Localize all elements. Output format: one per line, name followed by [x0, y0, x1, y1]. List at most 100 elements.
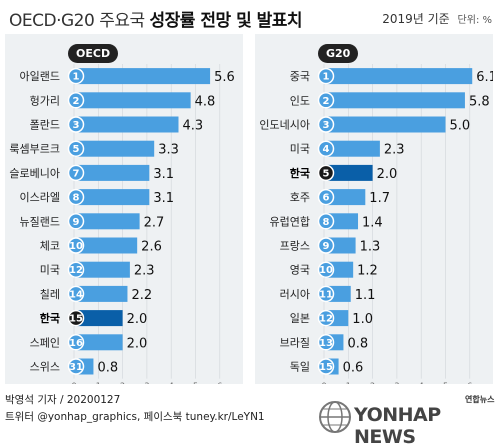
rank-number: 13: [319, 338, 333, 349]
chart-title: OECD·G20 주요국 성장률 전망 및 발표치: [9, 6, 303, 31]
oecd-badge: OECD: [68, 44, 119, 63]
value-label: 2.7: [144, 215, 165, 230]
rank-number: 15: [69, 314, 83, 325]
category-label: 일본: [290, 311, 310, 325]
rank-badge: [67, 140, 85, 157]
x-tick-label: 0: [71, 382, 76, 384]
bar: [74, 213, 140, 230]
rank-number: 7: [73, 168, 80, 179]
bar: [74, 92, 191, 109]
rank-badge: [317, 237, 335, 254]
rank-badge: [67, 92, 85, 109]
rank-badge: [317, 309, 335, 327]
category-label: 미국: [290, 143, 310, 156]
bar: [324, 68, 473, 85]
rank-number: 16: [69, 338, 83, 349]
rank-badge: [67, 334, 85, 351]
subtitle: 2019년 기준 단위: %: [382, 10, 492, 27]
category-label: 한국: [40, 311, 60, 325]
category-label: 호주: [290, 191, 310, 204]
social-links: 트위터 @yonhap_graphics, 페이스북 tuney.kr/LeYN…: [5, 411, 265, 423]
category-label: 유럽연합: [270, 214, 310, 228]
bar: [74, 68, 211, 85]
category-label: 폴란드: [30, 119, 60, 132]
rank-number: 1: [323, 72, 330, 83]
rank-number: 10: [319, 265, 333, 276]
category-label: 영국: [290, 264, 310, 277]
value-label: 2.0: [127, 336, 148, 351]
bar: [74, 261, 130, 278]
bar: [74, 285, 128, 302]
value-label: 5.8: [469, 94, 490, 109]
x-tick-label: 1: [96, 382, 101, 384]
rank-badge: [67, 164, 85, 182]
bar: [74, 189, 150, 206]
category-label: 중국: [290, 70, 310, 83]
value-label: 4.8: [195, 94, 216, 109]
value-label: 1.3: [360, 240, 381, 255]
category-label: 브라질: [280, 336, 310, 349]
rank-number: 9: [73, 217, 80, 228]
rank-badge: [317, 213, 335, 230]
category-label: 체코: [40, 240, 60, 253]
rank-badge: [67, 285, 85, 303]
rank-number: 10: [69, 241, 83, 252]
x-tick-label: 4: [419, 382, 424, 384]
rank-badge: [67, 188, 85, 206]
base-year: 2019년 기준: [382, 12, 450, 26]
category-label: 룩셈부르크: [9, 143, 60, 156]
bar: [324, 92, 465, 109]
value-label: 1.0: [352, 312, 373, 327]
category-label: 인도: [290, 94, 310, 107]
rank-badge: [317, 261, 335, 278]
title-bold: 성장률 전망 및 발표치: [149, 11, 303, 31]
rank-badge: [67, 261, 85, 278]
category-label: 러시아: [280, 288, 310, 301]
category-label: 헝가리: [30, 94, 60, 107]
value-label: 0.8: [97, 361, 118, 376]
byline: 박영석 기자 / 20200127: [5, 394, 121, 406]
yonhap-logo: 연합뉴스 YONHAP NEWS: [318, 394, 498, 448]
bar: [324, 116, 446, 133]
value-label: 2.6: [141, 240, 162, 255]
rank-number: 6: [323, 193, 330, 204]
value-label: 4.3: [182, 119, 203, 134]
category-label: 아일랜드: [20, 69, 60, 83]
g20-bar-chart: 0123456중국16.1인도25.8인도네시아35.0미국42.3한국52.0…: [259, 64, 493, 384]
rank-badge: [67, 309, 85, 327]
rank-number: 9: [323, 241, 330, 252]
rank-badge: [317, 188, 335, 206]
rank-badge: [317, 358, 335, 375]
value-label: 2.0: [127, 312, 148, 327]
g20-panel: G20 0123456중국16.1인도25.8인도네시아35.0미국42.3한국…: [255, 34, 493, 384]
rank-number: 14: [69, 289, 83, 300]
category-label: 칠레: [40, 288, 60, 301]
x-tick-label: 6: [467, 382, 472, 384]
category-label: 슬로베니아: [9, 167, 60, 180]
rank-number: 2: [323, 96, 330, 107]
unit-label: 단위: %: [457, 15, 492, 26]
rank-number: 5: [73, 144, 80, 155]
value-label: 0.6: [343, 361, 364, 376]
rank-badge: [317, 116, 335, 133]
rank-number: 4: [323, 144, 330, 155]
g20-badge: G20: [318, 44, 359, 63]
value-label: 1.4: [362, 215, 383, 230]
rank-badge: [317, 164, 335, 182]
logo-small-text: 연합뉴스: [465, 395, 495, 404]
rank-badge: [67, 213, 85, 230]
x-tick-label: 4: [169, 382, 174, 384]
x-tick-label: 5: [193, 382, 198, 384]
rank-number: 1: [73, 72, 80, 83]
logo-text: YONHAP NEWS: [354, 404, 441, 448]
x-tick-label: 3: [144, 382, 149, 384]
value-label: 1.1: [355, 288, 376, 303]
category-label: 이스라엘: [20, 191, 60, 204]
rank-number: 12: [69, 265, 83, 276]
rank-badge: [67, 358, 85, 375]
rank-badge: [317, 67, 335, 85]
category-label: 독일: [290, 360, 310, 374]
bar: [74, 334, 123, 351]
category-label: 뉴질랜드: [20, 215, 60, 228]
rank-badge: [317, 334, 335, 351]
